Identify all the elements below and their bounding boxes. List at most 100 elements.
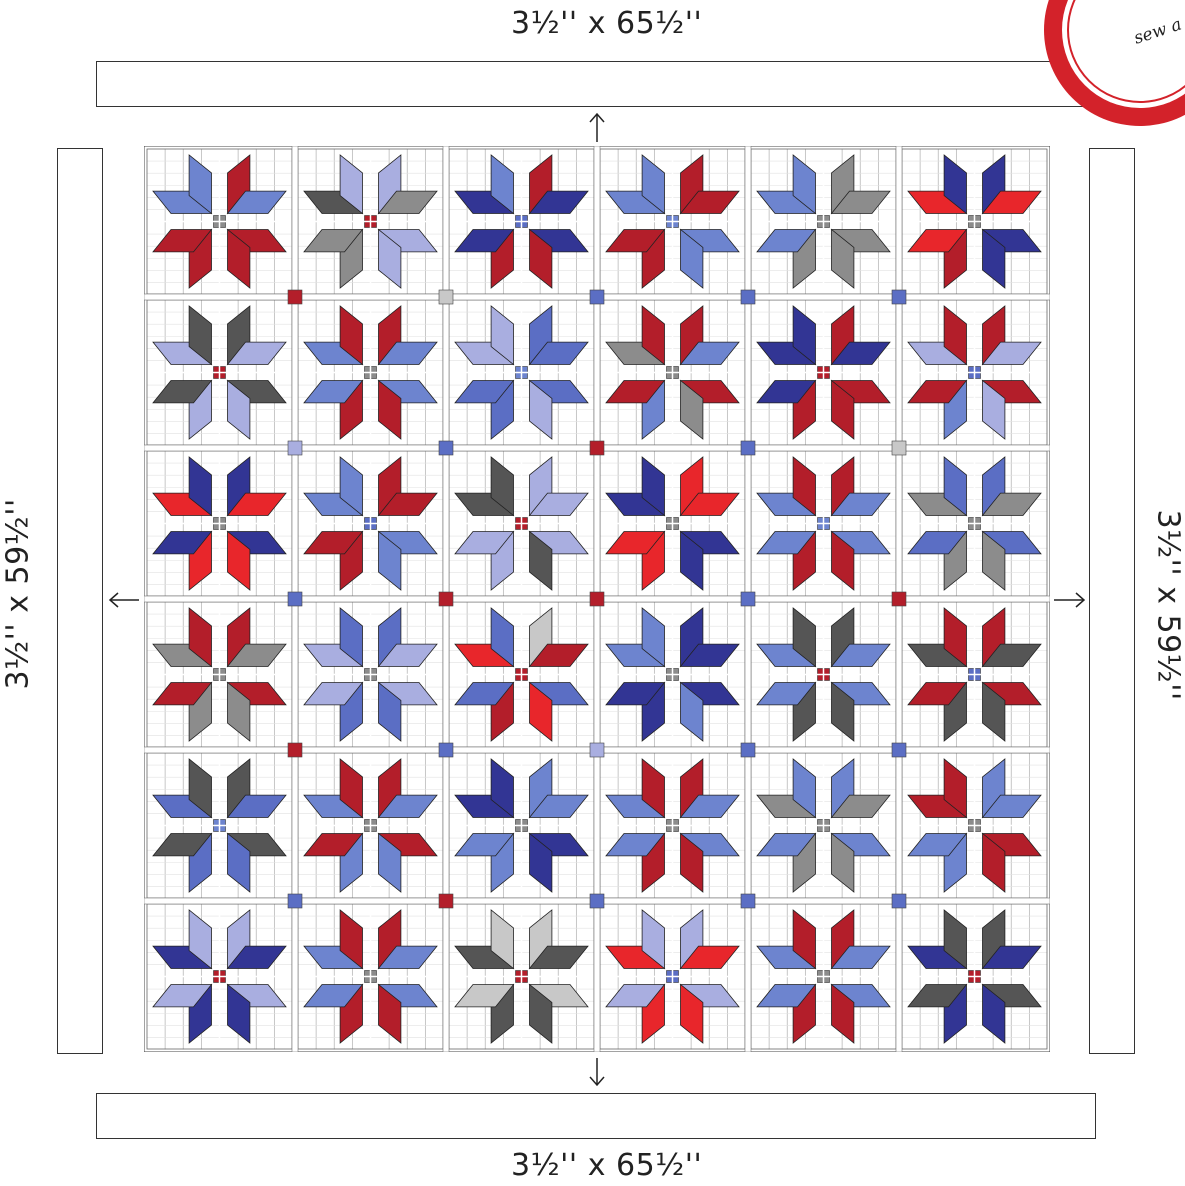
star-point <box>907 531 968 555</box>
star-point <box>528 492 589 516</box>
star-point <box>152 380 213 404</box>
star-point <box>152 229 213 253</box>
star-point <box>907 682 968 706</box>
star-point <box>907 984 968 1008</box>
project-stamp-badge: sew a j #PROJECT <box>1044 0 1185 126</box>
quilt-block <box>448 752 595 899</box>
up-arrow-icon <box>589 112 605 142</box>
quilt-block <box>146 601 293 748</box>
quilt-block <box>146 903 293 1050</box>
star-point <box>981 643 1042 667</box>
quilt-block <box>901 148 1048 295</box>
star-point <box>756 229 817 253</box>
cornerstone <box>589 742 605 758</box>
star-point <box>831 530 855 591</box>
left-border-label: 3½'' x 59½'' <box>0 498 36 690</box>
star-point <box>943 305 967 366</box>
star-point <box>454 380 515 404</box>
bottom-border-label: 3½'' x 65½'' <box>511 1148 703 1183</box>
star-point <box>339 758 363 819</box>
star-point <box>831 832 855 893</box>
star-point <box>226 643 287 667</box>
star-point <box>792 758 816 819</box>
star-point <box>679 945 740 969</box>
star-point <box>378 983 402 1044</box>
star-point <box>378 832 402 893</box>
stamp-inner-ring <box>1062 0 1185 108</box>
star-point <box>830 945 891 969</box>
star-point <box>680 983 704 1044</box>
star-point <box>830 794 891 818</box>
star-point <box>831 983 855 1044</box>
star-point <box>907 229 968 253</box>
quilt-block <box>146 299 293 446</box>
cornerstone <box>891 591 907 607</box>
quilt-block <box>297 752 444 899</box>
star-point <box>378 530 402 591</box>
star-point <box>339 607 363 668</box>
star-point <box>152 682 213 706</box>
quilt-block <box>297 148 444 295</box>
bottom-border-strip <box>96 1093 1096 1139</box>
star-point <box>679 492 740 516</box>
cornerstone <box>589 893 605 909</box>
left-arrow-icon <box>108 592 139 608</box>
quilt-block <box>146 148 293 295</box>
quilt-block <box>448 601 595 748</box>
star-point <box>528 190 589 214</box>
quilt-block <box>599 148 746 295</box>
quilt-block <box>901 450 1048 597</box>
star-point <box>792 305 816 366</box>
star-point <box>227 832 251 893</box>
cornerstone <box>589 289 605 305</box>
star-point <box>227 228 251 289</box>
star-point <box>831 228 855 289</box>
star-point <box>377 492 438 516</box>
star-point <box>377 341 438 365</box>
star-point <box>529 832 553 893</box>
star-point <box>982 983 1006 1044</box>
cornerstone <box>740 591 756 607</box>
star-point <box>188 758 212 819</box>
star-point <box>641 305 665 366</box>
star-point <box>227 379 251 440</box>
star-point <box>756 984 817 1008</box>
star-point <box>943 154 967 215</box>
star-point <box>188 305 212 366</box>
cornerstone <box>287 893 303 909</box>
right-border-label: 3½'' x 59½'' <box>1150 509 1185 701</box>
star-point <box>303 984 364 1008</box>
star-point <box>378 379 402 440</box>
right-border-strip <box>1089 148 1135 1054</box>
star-point <box>605 833 666 857</box>
star-point <box>680 832 704 893</box>
star-point <box>792 607 816 668</box>
star-point <box>226 945 287 969</box>
star-point <box>226 492 287 516</box>
star-point <box>756 833 817 857</box>
star-point <box>339 305 363 366</box>
star-point <box>679 794 740 818</box>
star-point <box>303 531 364 555</box>
star-point <box>943 607 967 668</box>
cornerstone <box>287 742 303 758</box>
star-point <box>792 154 816 215</box>
star-point <box>339 154 363 215</box>
star-point <box>792 456 816 517</box>
quilt-block <box>448 299 595 446</box>
star-point <box>981 341 1042 365</box>
right-arrow-icon <box>1054 592 1086 608</box>
quilt-block <box>146 450 293 597</box>
star-point <box>756 531 817 555</box>
quilt-block <box>599 752 746 899</box>
quilt-block <box>297 450 444 597</box>
star-point <box>756 380 817 404</box>
cornerstone <box>740 440 756 456</box>
star-point <box>188 154 212 215</box>
star-point <box>454 833 515 857</box>
star-point <box>490 909 514 970</box>
star-point <box>641 456 665 517</box>
star-point <box>303 833 364 857</box>
cornerstone <box>740 893 756 909</box>
top-border-label: 3½'' x 65½'' <box>511 6 703 41</box>
